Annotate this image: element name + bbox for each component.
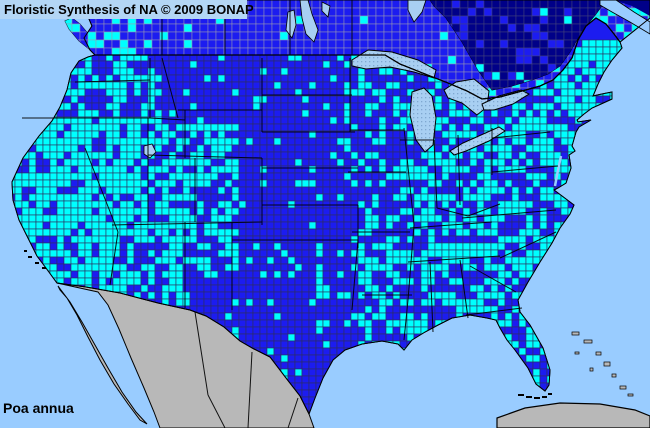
species-label: Poa annua: [3, 400, 74, 416]
islands: [24, 250, 634, 399]
st-lawrence-estuary: [599, 0, 650, 35]
great-lakes: [143, 0, 531, 159]
labrador-corner: [614, 0, 650, 16]
map-title: Floristic Synthesis of NA © 2009 BONAP: [0, 0, 254, 19]
boundaries: [11, 0, 650, 428]
chesapeake-bay: [553, 155, 563, 187]
